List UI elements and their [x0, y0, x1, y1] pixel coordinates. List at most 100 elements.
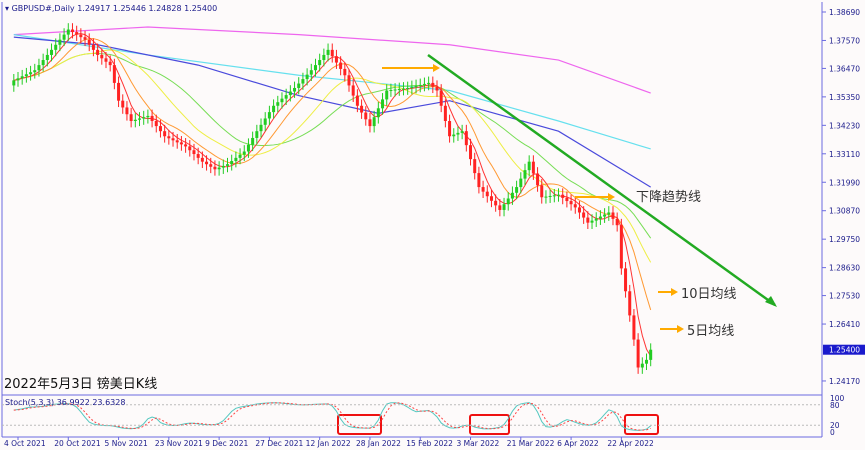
candle-body	[582, 212, 586, 218]
candle-body	[611, 212, 615, 219]
candle-body	[234, 157, 238, 162]
candle-body	[636, 339, 640, 368]
candle-body	[502, 204, 506, 210]
candle-body	[171, 138, 175, 141]
candle-body	[439, 90, 443, 106]
ma10-line	[13, 38, 652, 311]
candle-body	[640, 363, 644, 368]
candle-body	[259, 124, 263, 132]
candle-body	[498, 205, 502, 210]
candle-body	[565, 197, 569, 202]
candle-body	[645, 359, 648, 364]
candle-body	[313, 65, 317, 71]
oversold-highlight-box	[624, 414, 659, 435]
price-tick-label: 1.26410	[829, 320, 860, 329]
date-tick-label: 27 Dec 2021	[255, 439, 303, 448]
candle-body	[242, 151, 246, 155]
date-tick-label: 22 Apr 2022	[607, 439, 654, 448]
candle-body	[586, 217, 590, 223]
candle-body	[422, 83, 426, 85]
ma5-arrow-head-icon	[677, 325, 684, 333]
candle-body	[58, 39, 62, 45]
candle-body	[557, 194, 561, 196]
candle-body	[45, 54, 49, 61]
candle-body	[276, 102, 280, 106]
price-tick-label: 1.30870	[829, 207, 860, 216]
candle-body	[477, 173, 481, 188]
candle-body	[251, 137, 255, 145]
candle-body	[188, 146, 192, 151]
candle-body	[414, 85, 418, 87]
candle-body	[515, 187, 519, 193]
stoch-label: Stoch(5,3,3) 36.9922 23.6328	[5, 398, 125, 407]
support-arrow-head-icon	[608, 193, 615, 201]
candle-body	[372, 117, 376, 127]
candle-body	[481, 187, 485, 192]
candle-body	[603, 214, 607, 217]
date-tick-label: 4 Oct 2021	[4, 439, 46, 448]
candle-body	[339, 62, 343, 69]
candle-body	[552, 195, 556, 197]
candle-body	[272, 105, 276, 113]
candle-body	[401, 88, 405, 90]
candle-body	[632, 315, 636, 340]
candle-body	[255, 131, 259, 138]
candle-body	[158, 126, 162, 132]
candle-body	[138, 118, 142, 120]
candle-body	[598, 216, 602, 219]
candle-body	[184, 144, 188, 147]
candle-body	[485, 191, 489, 197]
candle-body	[100, 54, 104, 59]
candle-body	[284, 95, 288, 99]
date-tick-label: 5 Nov 2021	[105, 439, 148, 448]
price-tick-label: 1.36470	[829, 64, 860, 73]
candle-body	[406, 87, 410, 89]
candle-body	[16, 78, 20, 81]
candle-body	[577, 207, 581, 213]
date-tick-label: 15 Feb 2022	[406, 439, 453, 448]
candle-body	[393, 89, 397, 91]
candle-body	[263, 118, 267, 125]
resistance-arrow-head-icon	[433, 64, 440, 72]
candle-body	[351, 85, 355, 96]
candle-body	[20, 76, 24, 79]
candle-body	[297, 83, 301, 88]
candle-body	[280, 98, 284, 103]
ma10-arrow-head-icon	[671, 288, 678, 296]
date-tick-label: 12 Jan 2022	[306, 439, 351, 448]
stoch-level-label: 80	[830, 401, 840, 410]
candle-body	[318, 60, 322, 66]
candle-body	[448, 121, 452, 137]
candle-body	[330, 49, 334, 57]
candle-body	[205, 161, 209, 165]
candle-body	[117, 82, 121, 101]
candle-body	[24, 74, 28, 77]
candle-body	[154, 121, 158, 127]
price-tick-label: 1.27530	[829, 292, 860, 301]
candle-body	[531, 161, 535, 174]
oversold-highlight-box	[469, 414, 510, 435]
date-tick-label: 23 Nov 2021	[155, 439, 203, 448]
candle-body	[569, 201, 573, 205]
candle-body	[108, 61, 112, 66]
candle-body	[649, 349, 653, 360]
candle-body	[167, 136, 171, 139]
candle-body	[418, 84, 422, 86]
candle-body	[364, 112, 368, 120]
ma10-label: 10日均线	[681, 287, 737, 302]
candle-body	[146, 115, 150, 118]
candle-body	[305, 74, 309, 80]
candle-body	[87, 39, 91, 45]
date-tick-label: 21 Mar 2022	[507, 439, 555, 448]
candle-body	[226, 164, 229, 166]
candle-body	[33, 70, 37, 73]
candle-body	[163, 131, 167, 137]
oversold-highlight-box	[337, 414, 382, 435]
chart-caption: 2022年5月3日 镑美日K线	[4, 376, 157, 392]
candle-body	[96, 49, 100, 55]
price-tick-label: 1.33110	[829, 150, 860, 159]
candle-body	[431, 82, 435, 87]
candle-body	[196, 154, 200, 158]
candle-body	[540, 185, 544, 198]
